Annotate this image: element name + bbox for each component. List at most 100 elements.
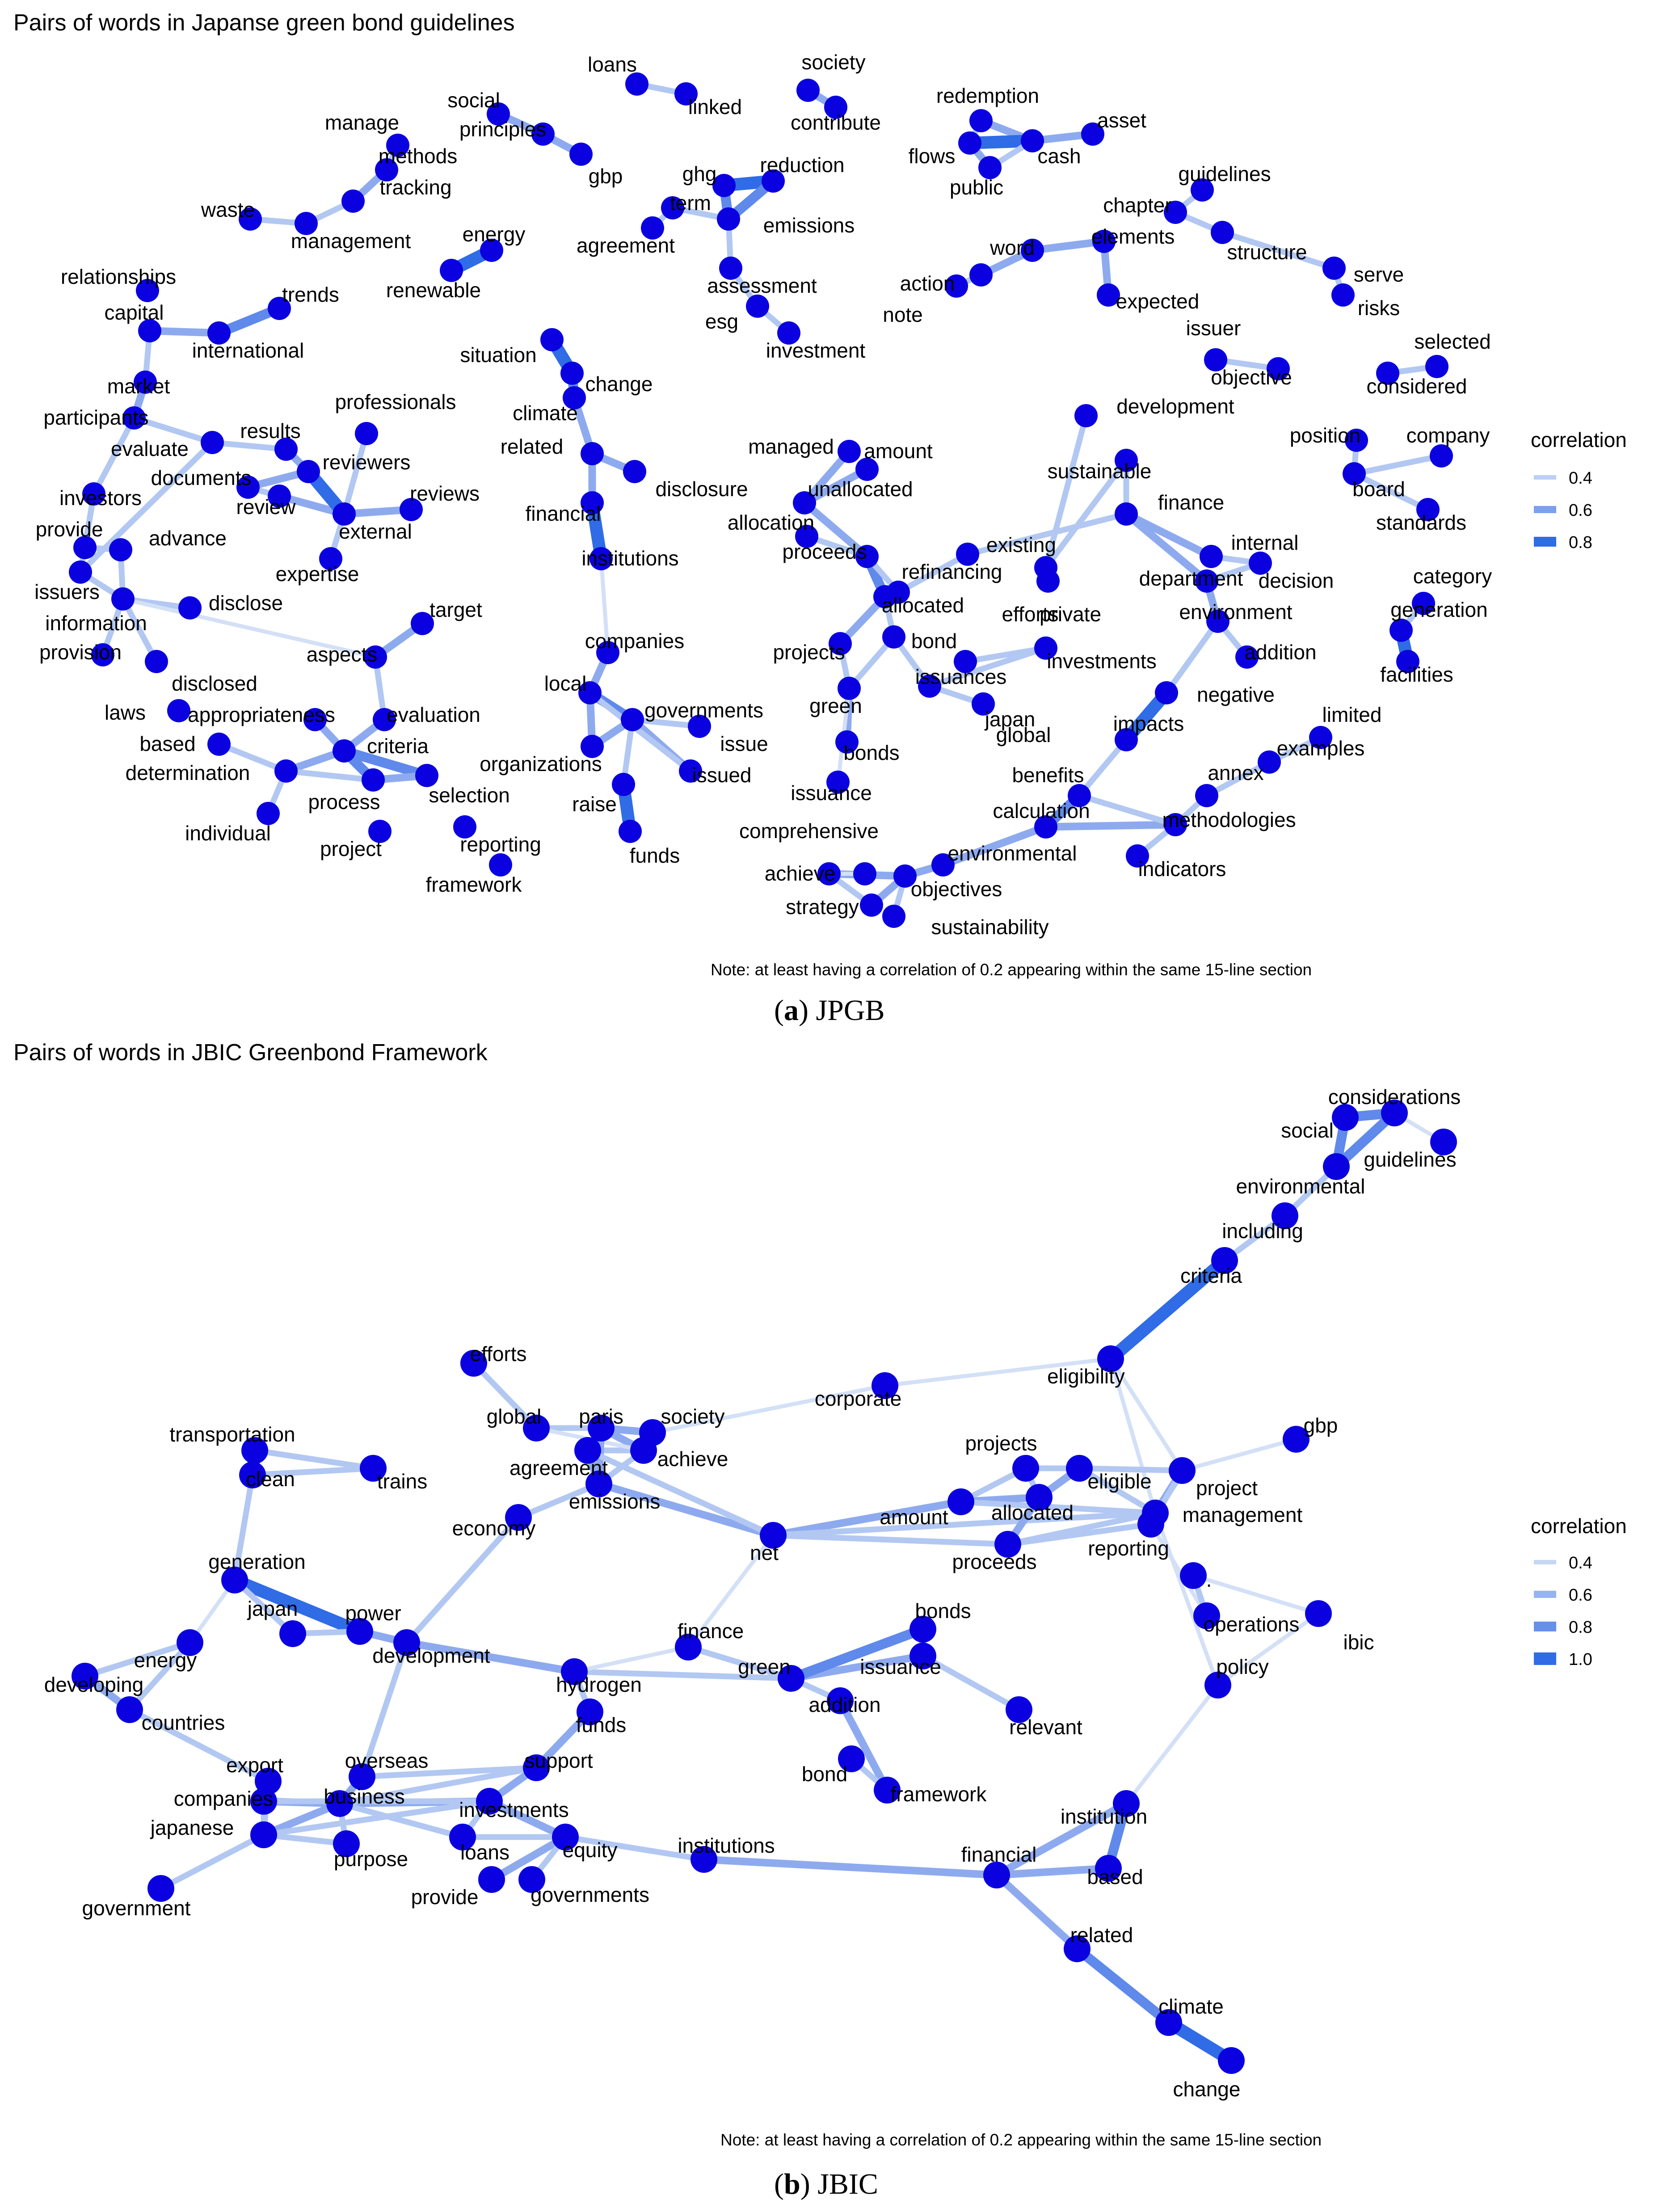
node-label-guidelines: guidelines (1178, 162, 1271, 185)
legend-b-label-1: 0.6 (1569, 1586, 1592, 1605)
node-issued (679, 759, 702, 783)
node-change (1218, 2047, 1245, 2074)
panel-b-labels: considerations social guidelines environmen… (44, 1085, 1461, 2101)
edge-countries-export (126, 1707, 271, 1784)
node-unallocated (793, 491, 816, 514)
edge-evaluate-results (209, 439, 289, 452)
node-label-eligibility: eligibility (1047, 1365, 1125, 1388)
node-label-proceeds: proceeds (952, 1550, 1036, 1573)
node-related (581, 442, 604, 465)
node-change (560, 362, 584, 385)
node-risks (1331, 283, 1355, 307)
node-label-allocated: allocated (882, 594, 964, 617)
node-based (1095, 1855, 1122, 1882)
node-issuers (69, 560, 92, 584)
node-label-green: green (738, 1655, 791, 1678)
node-laws (167, 699, 190, 722)
node-support (523, 1754, 550, 1781)
node-net (760, 1522, 787, 1549)
node-raise (612, 773, 635, 796)
edge-japanese-government (158, 1832, 267, 1892)
edge-company-board (1351, 453, 1444, 477)
edge-existing-finance (964, 511, 1129, 557)
edge-japanese-investments (261, 1798, 493, 1838)
node-impacts (1115, 728, 1138, 751)
node-economy (505, 1504, 532, 1531)
node-label-bond: bond (802, 1762, 847, 1786)
node-chapter (1164, 201, 1187, 224)
node-addition (1235, 645, 1259, 669)
node-disclosed (145, 650, 168, 673)
legend-b-label-2: 0.8 (1569, 1618, 1592, 1637)
node-label-advance: advance (149, 527, 227, 550)
node-label-achieve: achieve (765, 862, 836, 885)
node-label-efforts: efforts (470, 1342, 527, 1365)
node-label-net: net (750, 1541, 779, 1564)
node-investment (777, 321, 800, 345)
node-label-bonds: bonds (843, 741, 899, 764)
node-project (368, 820, 392, 843)
node-managed (838, 440, 861, 463)
node-disclosure (623, 460, 646, 483)
node-capital (138, 319, 161, 342)
edge-criteria-eligibility (1104, 1254, 1231, 1365)
node-management (295, 212, 318, 235)
node-purpose (333, 1830, 360, 1857)
node-individual (257, 802, 280, 825)
node-label-equity: equity (563, 1838, 618, 1862)
node-label-documents: documents (151, 466, 251, 489)
node-tracking (341, 190, 365, 213)
node-label-term: term (670, 191, 711, 215)
node-situation (540, 328, 564, 351)
edge-emissions-economy (515, 1481, 602, 1521)
node-label-trends: trends (282, 283, 339, 306)
node-achieve (630, 1437, 657, 1464)
node-examples (1258, 750, 1281, 774)
node-label-generation: generation (1390, 598, 1487, 621)
node-label-structure: structure (1227, 240, 1307, 264)
node-facilities (1396, 650, 1419, 673)
node-label-considered: considered (1366, 375, 1467, 398)
node-label-professionals: professionals (335, 390, 456, 413)
node-label-operations: operations (1204, 1613, 1300, 1636)
node-label-agreement: agreement (509, 1456, 608, 1479)
node-label-japanese: japanese (150, 1816, 234, 1839)
node-label-investors: investors (59, 486, 142, 510)
node-label-based: based (1087, 1865, 1143, 1888)
edge-net-amount (769, 1498, 965, 1539)
edge-unallocated-proceeds (800, 499, 871, 560)
node-label-calculation: calculation (993, 799, 1090, 822)
node-label-local: local (544, 672, 587, 695)
node-label-external: external (339, 520, 412, 543)
node-allocation (795, 525, 818, 548)
node-process (362, 768, 385, 792)
node-label-corporate: corporate (815, 1387, 901, 1410)
node-esg (746, 295, 769, 318)
node-label-expected: expected (1116, 290, 1200, 313)
edge-eligibility-corporate (883, 1357, 1113, 1388)
node-label-word: word (989, 236, 1035, 259)
node-participants (122, 406, 146, 430)
node-label-dot: . (1206, 1568, 1212, 1591)
node-redemption (969, 109, 993, 132)
edge-amount-management (958, 1499, 1158, 1516)
edge-participants-evaluate (131, 415, 215, 446)
node-contribute (824, 96, 847, 119)
node-gbp (1283, 1426, 1309, 1453)
edge-development-efforts (1043, 413, 1089, 571)
node-indicators (1126, 844, 1149, 868)
node-label-waste: waste (201, 198, 255, 221)
node-generation (221, 1567, 248, 1593)
node-comprehensive (853, 862, 876, 885)
edge-determination-process (283, 768, 376, 783)
node-renewable (440, 259, 463, 282)
node-target (411, 612, 434, 635)
edge-issuances-private (926, 645, 1049, 689)
node-label-target: target (429, 598, 482, 621)
node-label-position: position (1290, 424, 1361, 447)
edge-benefits-methodologies (1076, 792, 1179, 828)
node-private (1034, 636, 1057, 660)
node-countries (116, 1696, 143, 1723)
node-criteria (1211, 1247, 1238, 1274)
node-action (969, 263, 993, 287)
